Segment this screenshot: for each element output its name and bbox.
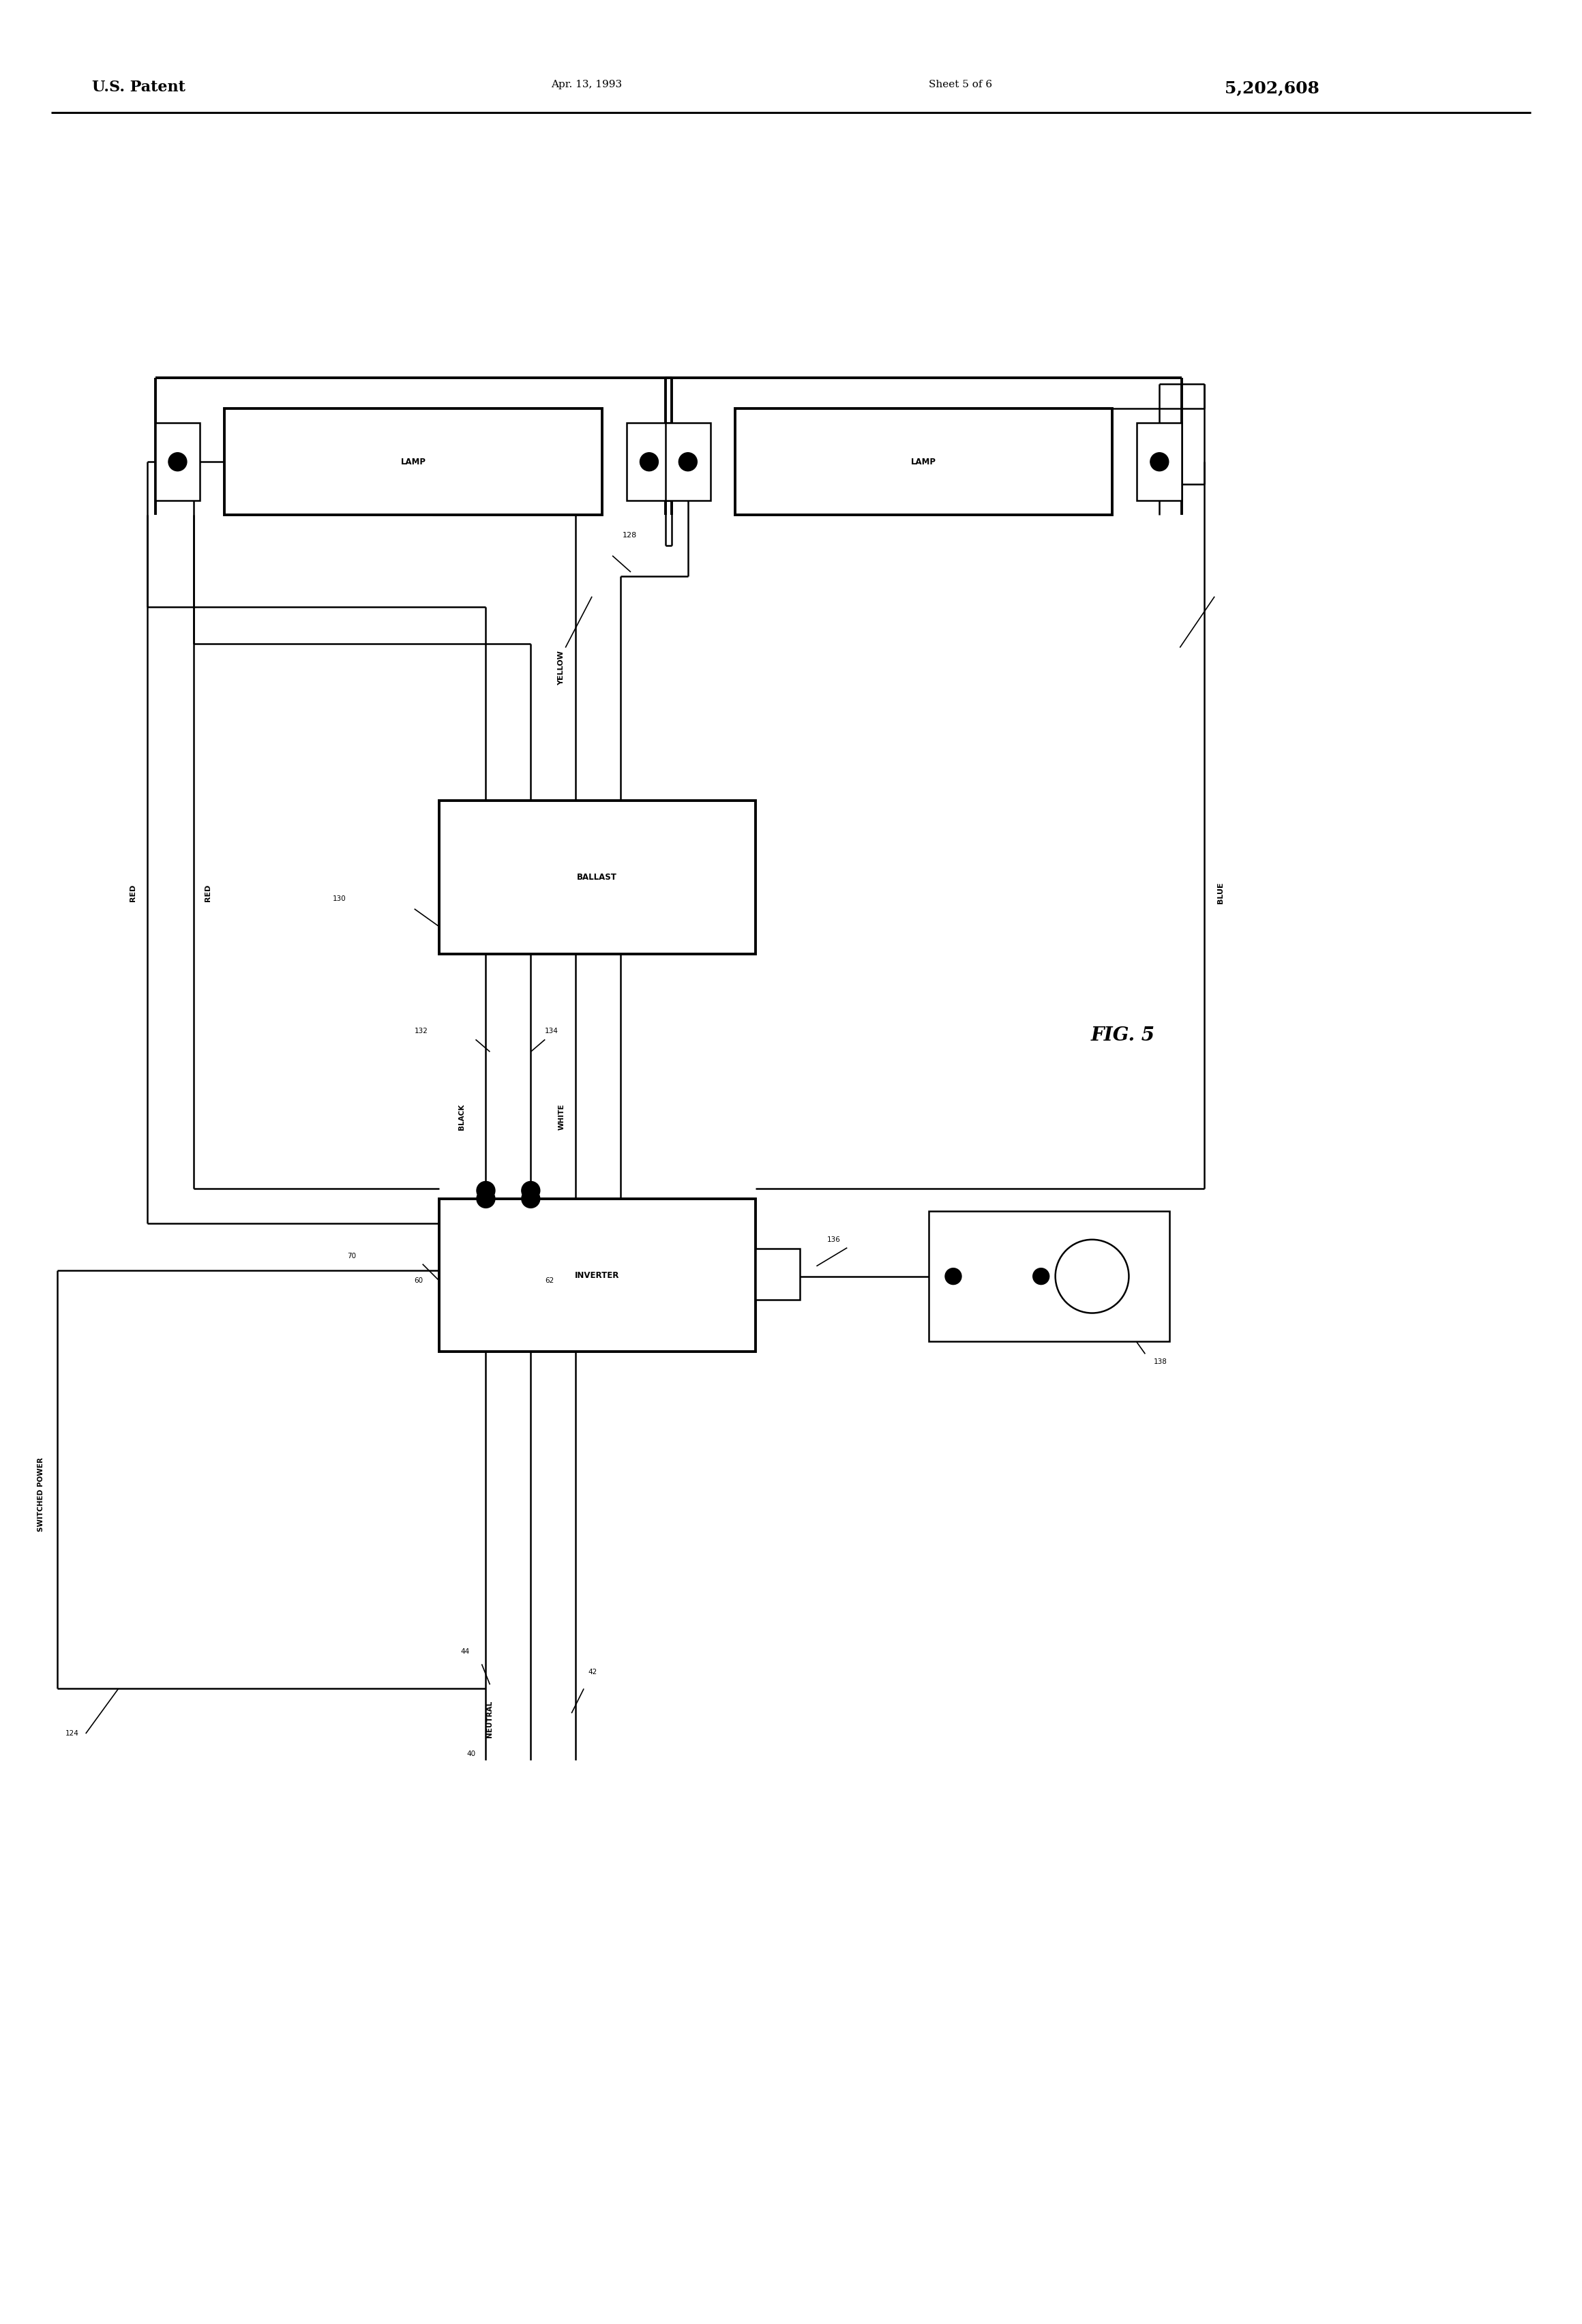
Text: Apr. 13, 1993: Apr. 13, 1993 xyxy=(551,79,622,91)
Circle shape xyxy=(522,1181,539,1199)
Text: FIG. 5: FIG. 5 xyxy=(1090,1027,1155,1046)
Text: NEUTRAL: NEUTRAL xyxy=(487,1701,494,1738)
Text: 136: 136 xyxy=(827,1236,840,1243)
FancyBboxPatch shape xyxy=(1137,423,1182,500)
Circle shape xyxy=(1033,1269,1049,1285)
Text: 40: 40 xyxy=(467,1750,476,1757)
Text: 42: 42 xyxy=(589,1669,596,1676)
Text: INVERTER: INVERTER xyxy=(574,1271,620,1281)
Circle shape xyxy=(522,1190,539,1208)
Text: SWITCHED POWER: SWITCHED POWER xyxy=(38,1457,44,1532)
Text: 128: 128 xyxy=(623,532,638,539)
Text: 5,202,608: 5,202,608 xyxy=(1224,79,1319,95)
FancyBboxPatch shape xyxy=(755,1248,800,1299)
Text: 60: 60 xyxy=(414,1276,424,1283)
Text: BLUE: BLUE xyxy=(1217,881,1224,904)
Circle shape xyxy=(476,1190,495,1208)
Circle shape xyxy=(1055,1239,1130,1313)
Circle shape xyxy=(476,1181,495,1199)
Text: 134: 134 xyxy=(546,1027,558,1034)
Text: 130: 130 xyxy=(332,895,346,902)
FancyBboxPatch shape xyxy=(626,423,672,500)
FancyBboxPatch shape xyxy=(438,1199,755,1353)
Text: BALLAST: BALLAST xyxy=(577,874,617,881)
Text: 138: 138 xyxy=(1153,1360,1168,1367)
Text: RED: RED xyxy=(204,883,212,902)
FancyBboxPatch shape xyxy=(438,802,755,953)
Text: YELLOW: YELLOW xyxy=(558,651,565,686)
Text: U.S. Patent: U.S. Patent xyxy=(92,79,185,95)
Text: Sheet 5 of 6: Sheet 5 of 6 xyxy=(929,79,992,91)
Text: RED: RED xyxy=(130,883,136,902)
Circle shape xyxy=(1150,453,1169,472)
FancyBboxPatch shape xyxy=(225,409,603,516)
FancyBboxPatch shape xyxy=(929,1211,1169,1341)
Text: 132: 132 xyxy=(414,1027,429,1034)
Text: LAMP: LAMP xyxy=(400,458,426,467)
FancyBboxPatch shape xyxy=(666,423,710,500)
Text: BLACK: BLACK xyxy=(457,1104,465,1129)
FancyBboxPatch shape xyxy=(155,423,199,500)
Circle shape xyxy=(679,453,698,472)
Text: 62: 62 xyxy=(546,1276,554,1283)
FancyBboxPatch shape xyxy=(736,409,1112,516)
Circle shape xyxy=(641,453,658,472)
Text: LAMP: LAMP xyxy=(911,458,937,467)
Text: 124: 124 xyxy=(65,1729,79,1736)
Text: 70: 70 xyxy=(346,1253,356,1260)
Circle shape xyxy=(168,453,187,472)
Text: 44: 44 xyxy=(460,1648,470,1655)
Circle shape xyxy=(944,1269,962,1285)
Text: WHITE: WHITE xyxy=(558,1104,565,1129)
